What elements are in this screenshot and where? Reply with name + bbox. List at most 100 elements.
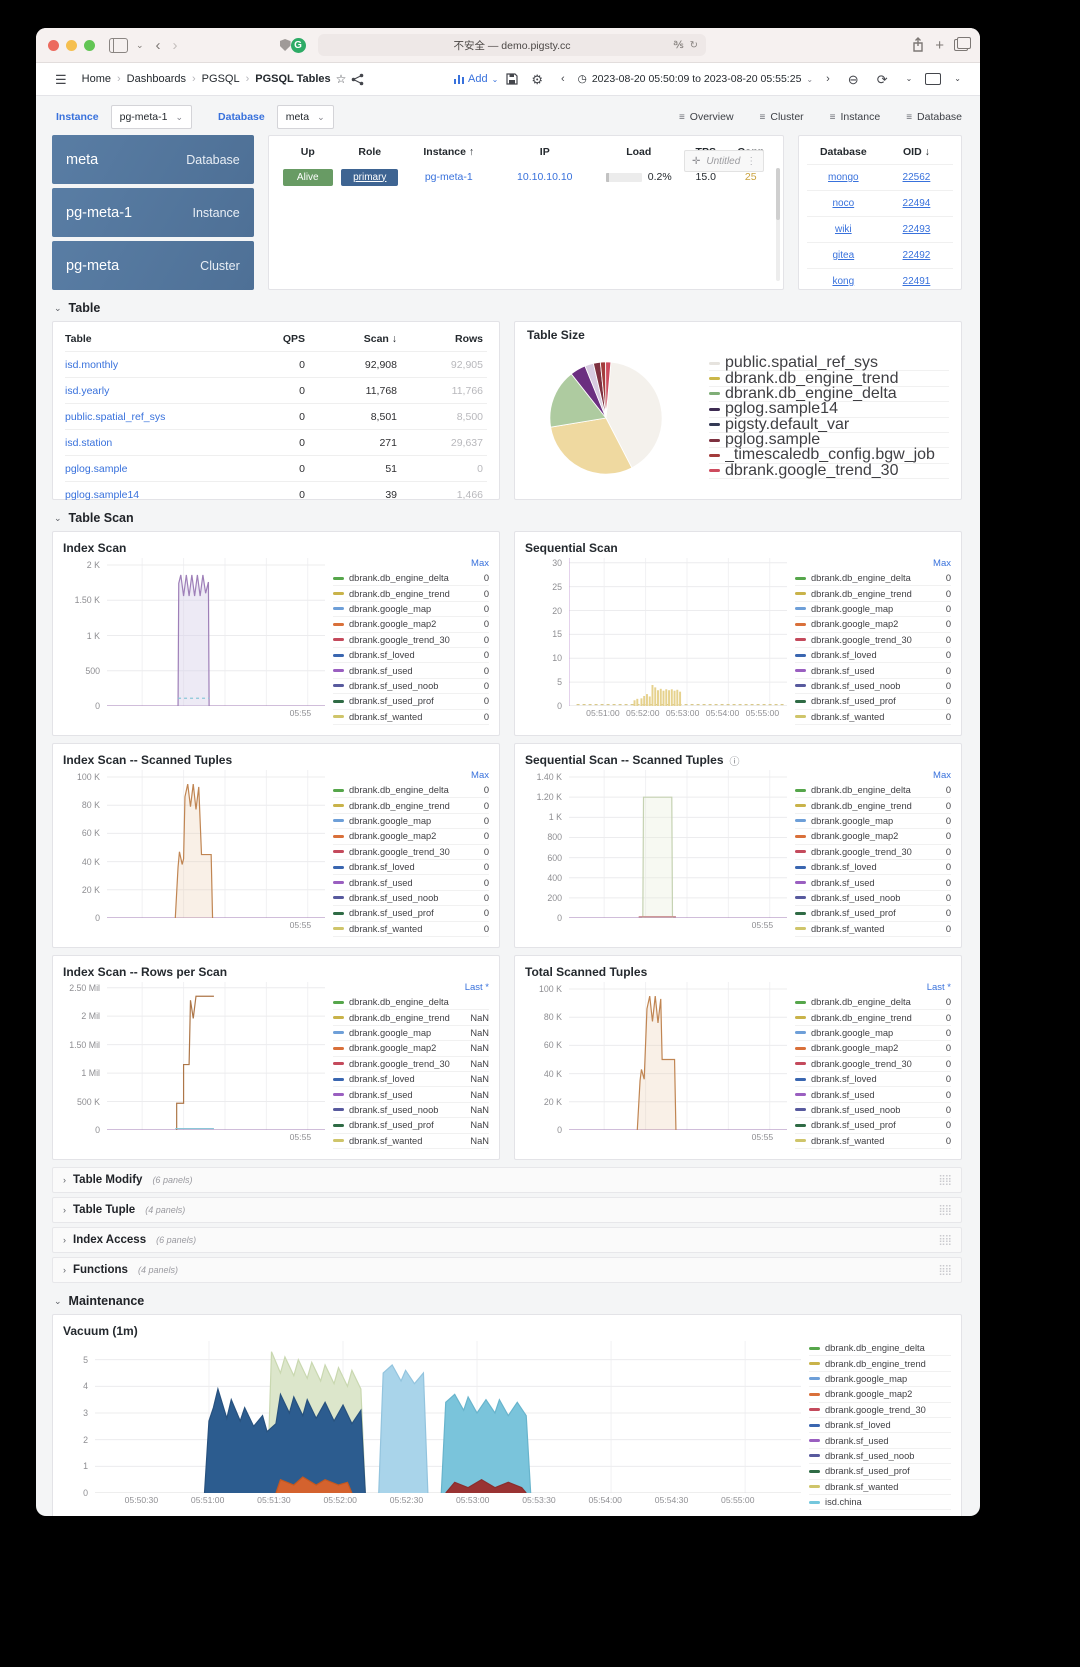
legend-item[interactable]: dbrank.sf_used_noob 0 (333, 679, 489, 695)
legend-item[interactable]: pigsty.default_var (709, 416, 949, 433)
legend-item[interactable]: pglog.sample14 (709, 400, 949, 418)
plot-area[interactable] (569, 770, 787, 918)
save-icon[interactable] (506, 73, 518, 85)
col-oid[interactable]: OID ↓ (903, 146, 930, 158)
col-ip[interactable]: IP (539, 146, 550, 158)
legend-item[interactable]: dbrank.sf_loved 0 (333, 860, 489, 876)
legend-item[interactable]: dbrank.google_map2 0 (795, 1041, 951, 1057)
legend-item[interactable]: dbrank.sf_wanted 0 (333, 710, 489, 725)
legend-item[interactable]: dbrank.google_map 0 (795, 602, 951, 618)
col-scan[interactable]: Scan ↓ (363, 332, 397, 345)
legend-item[interactable]: dbrank.sf_used_prof 0 (333, 906, 489, 922)
oid-link[interactable]: 22492 (879, 242, 953, 268)
address-bar[interactable]: 不安全 — demo.pigsty.cc ℁ ↻ (318, 34, 706, 56)
legend-item[interactable]: public.spatial_ref_sys (709, 354, 949, 372)
legend-header[interactable]: Max (933, 558, 951, 569)
col-load[interactable]: Load (626, 146, 652, 158)
drag-grip-icon[interactable]: ⣿⣿ (938, 1264, 952, 1276)
legend-item[interactable]: dbrank.sf_used_noob 0 (333, 891, 489, 907)
legend-item[interactable]: dbrank.db_engine_delta (809, 1341, 951, 1357)
privacy-shield-icon[interactable] (279, 39, 291, 51)
col-role[interactable]: Role (358, 146, 382, 158)
legend-item[interactable]: dbrank.sf_used_noob 0 (795, 891, 951, 907)
legend-item[interactable]: dbrank.db_engine_delta (709, 385, 949, 403)
table-link[interactable]: public.spatial_ref_sys (65, 410, 166, 423)
zoom-out-icon[interactable]: ⊖ (847, 71, 859, 87)
legend-item[interactable]: dbrank.db_engine_delta (333, 995, 489, 1011)
table-link[interactable]: isd.monthly (65, 358, 119, 371)
legend-item[interactable]: dbrank.sf_used_prof (809, 1464, 951, 1480)
legend-item[interactable]: dbrank.sf_used_noob 0 (795, 679, 951, 695)
legend-item[interactable]: dbrank.sf_used 0 (795, 1087, 951, 1103)
instance-link[interactable]: pg-meta-1 (424, 171, 473, 183)
legend-item[interactable]: dbrank.sf_used_prof NaN (333, 1118, 489, 1134)
legend-item[interactable]: dbrank.google_trend_30 0 (795, 845, 951, 860)
time-back-icon[interactable]: ‹ (560, 72, 565, 85)
legend-item[interactable]: dbrank.sf_used 0 (333, 663, 489, 679)
nav-link-instance[interactable]: ≡ Instance (829, 111, 881, 123)
legend-item[interactable]: dbrank.sf_loved 0 (795, 648, 951, 664)
legend-item[interactable]: dbrank.sf_used 0 (795, 875, 951, 891)
legend-item[interactable]: dbrank.sf_used NaN (333, 1087, 489, 1103)
legend-item[interactable]: dbrank.sf_loved 0 (795, 860, 951, 876)
grammarly-icon[interactable]: G (290, 37, 306, 53)
legend-item[interactable]: dbrank.sf_used (809, 1433, 951, 1449)
legend-header[interactable]: Max (471, 558, 489, 569)
legend-item[interactable]: dbrank.sf_loved (809, 1418, 951, 1434)
table-link[interactable]: pglog.sample14 (65, 488, 140, 501)
legend-item[interactable]: dbrank.google_map2 0 (795, 829, 951, 845)
time-range-picker[interactable]: ◷ 2023-08-20 05:50:09 to 2023-08-20 05:5… (577, 73, 814, 85)
database-link[interactable]: noco (806, 190, 880, 216)
back-icon[interactable]: ‹ (155, 36, 161, 54)
plot-area[interactable] (569, 982, 787, 1130)
sidebar-toggle-icon[interactable] (109, 37, 128, 53)
legend-item[interactable]: dbrank.google_trend_30 (709, 462, 949, 480)
nav-link-overview[interactable]: ≡ Overview (678, 111, 734, 123)
col-table[interactable]: Table (65, 332, 92, 345)
minimize-window-button[interactable] (66, 39, 77, 51)
legend-item[interactable]: dbrank.sf_used_prof 0 (795, 694, 951, 710)
plot-area[interactable] (569, 558, 787, 706)
info-icon[interactable]: ⓘ (729, 756, 740, 768)
oid-link[interactable]: 22494 (879, 190, 953, 216)
settings-gear-icon[interactable]: ⚙ (531, 71, 543, 87)
plot-area[interactable] (107, 558, 325, 706)
legend-item[interactable]: dbrank.db_engine_delta 0 (333, 783, 489, 799)
breadcrumb-pgsql[interactable]: PGSQL (201, 73, 240, 85)
legend-item[interactable]: dbrank.db_engine_trend 0 (795, 1010, 951, 1026)
drag-grip-icon[interactable]: ⣿⣿ (938, 1234, 952, 1246)
stat-card-instance[interactable]: pg-meta-1 Instance (52, 188, 254, 237)
legend-item[interactable]: dbrank.db_engine_delta 0 (333, 571, 489, 587)
role-badge[interactable]: primary (337, 164, 403, 190)
legend-item[interactable]: _timescaledb_config.bgw_job (709, 446, 949, 464)
legend-item[interactable]: dbrank.sf_wanted 0 (795, 922, 951, 937)
section-table-scan[interactable]: ⌄ Table Scan (54, 511, 134, 525)
table-link[interactable]: pglog.sample (65, 462, 128, 475)
database-link[interactable]: wiki (806, 216, 880, 242)
add-panel-button[interactable]: Add ⌄ (453, 73, 498, 85)
section-table[interactable]: ⌄ Table (54, 301, 101, 315)
refresh-interval-chevron-icon[interactable]: ⌄ (905, 74, 913, 83)
col-up[interactable]: Up (300, 146, 315, 158)
database-link[interactable]: mongo (806, 164, 880, 190)
menu-icon[interactable]: ☰ (55, 71, 67, 87)
legend-item[interactable]: dbrank.db_engine_delta 0 (795, 995, 951, 1011)
legend-item[interactable]: dbrank.google_map 0 (795, 1026, 951, 1042)
legend-item[interactable]: dbrank.google_map 0 (333, 602, 489, 618)
legend-item[interactable]: dbrank.google_trend_30 (809, 1403, 951, 1418)
legend-item[interactable]: dbrank.db_engine_delta 0 (795, 783, 951, 799)
legend-header[interactable]: Last * (464, 982, 489, 993)
drag-grip-icon[interactable]: ⣿⣿ (938, 1204, 952, 1216)
legend-item[interactable]: dbrank.sf_used 0 (795, 663, 951, 679)
legend-header[interactable]: Max (933, 770, 951, 781)
legend-item[interactable]: dbrank.sf_used_prof 0 (795, 906, 951, 922)
stat-card-cluster[interactable]: pg-meta Cluster (52, 241, 254, 290)
col-qps[interactable]: QPS (282, 332, 305, 345)
legend-header[interactable]: Max (471, 770, 489, 781)
legend-item[interactable]: dbrank.sf_loved 0 (333, 648, 489, 664)
legend-item[interactable]: dbrank.google_trend_30 0 (333, 633, 489, 648)
database-var-select[interactable]: meta ⌄ (276, 105, 334, 129)
breadcrumb-home[interactable]: Home (81, 73, 111, 85)
ip-link[interactable]: 10.10.10.10 (517, 171, 573, 183)
nav-link-database[interactable]: ≡ Database (906, 111, 962, 123)
